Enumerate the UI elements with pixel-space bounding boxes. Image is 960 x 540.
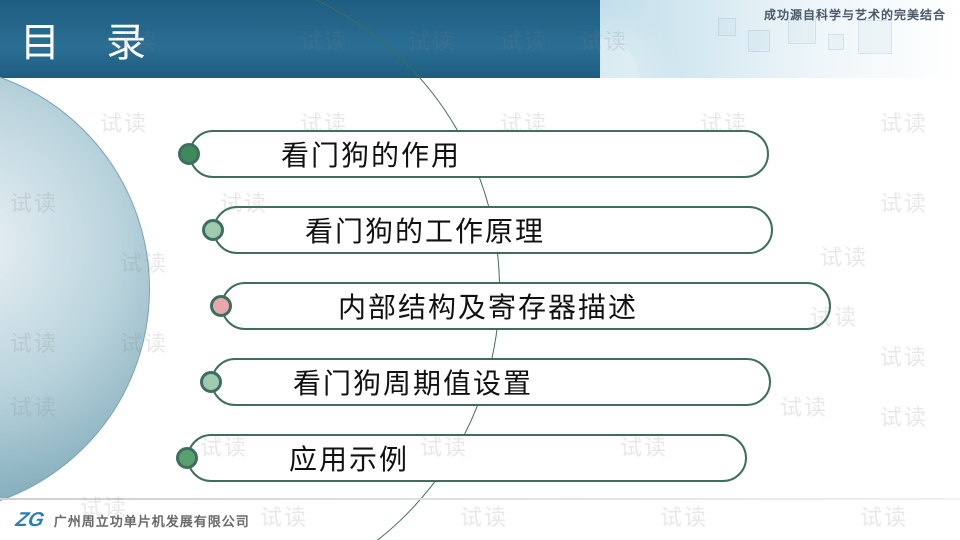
footer: ZG 广州周立功单片机发展有限公司 [0, 500, 960, 540]
toc-pill: 看门狗的工作原理 [213, 206, 773, 254]
toc-pill: 看门狗的作用 [189, 130, 769, 178]
toc-list: 看门狗的作用看门狗的工作原理内部结构及寄存器描述看门狗周期值设置应用示例 [0, 78, 960, 500]
toc-label: 看门狗周期值设置 [243, 362, 533, 402]
bullet-icon [176, 447, 198, 469]
toc-pill: 看门狗周期值设置 [211, 358, 771, 406]
toc-item-1[interactable]: 看门狗的作用 [178, 130, 769, 178]
bullet-icon [210, 295, 232, 317]
bullet-icon [178, 143, 200, 165]
toc-label: 内部结构及寄存器描述 [253, 286, 638, 326]
header-bar: 目录 成功源自科学与艺术的完美结合 [0, 0, 960, 78]
company-name: 广州周立功单片机发展有限公司 [54, 511, 250, 530]
toc-item-2[interactable]: 看门狗的工作原理 [202, 206, 773, 254]
toc-label: 应用示例 [219, 438, 409, 478]
toc-item-5[interactable]: 应用示例 [176, 434, 747, 482]
toc-item-4[interactable]: 看门狗周期值设置 [200, 358, 771, 406]
header-subtitle: 成功源自科学与艺术的完美结合 [764, 6, 946, 23]
toc-pill: 应用示例 [187, 434, 747, 482]
header-decor: 成功源自科学与艺术的完美结合 [600, 0, 960, 78]
toc-item-3[interactable]: 内部结构及寄存器描述 [210, 282, 831, 330]
toc-label: 看门狗的作用 [221, 134, 461, 174]
content-area: 看门狗的作用看门狗的工作原理内部结构及寄存器描述看门狗周期值设置应用示例 [0, 78, 960, 500]
bullet-icon [200, 371, 222, 393]
bullet-icon [202, 219, 224, 241]
toc-label: 看门狗的工作原理 [245, 210, 545, 250]
toc-pill: 内部结构及寄存器描述 [221, 282, 831, 330]
logo-text: ZG [14, 509, 47, 532]
